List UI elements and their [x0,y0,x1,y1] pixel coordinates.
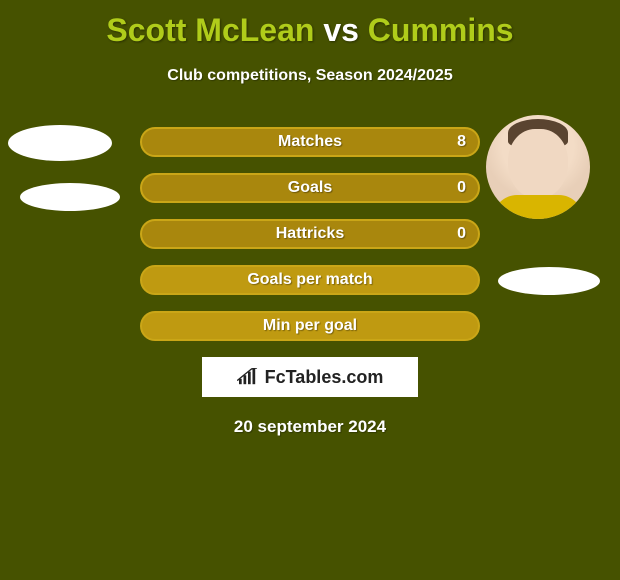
player2-avatar [486,115,590,219]
bar-hattricks-label: Hattricks [276,225,344,243]
bar-hattricks-right: 0 [457,225,466,243]
bar-goals: Goals 0 [140,173,480,203]
player1-name: Scott McLean [106,12,314,48]
avatar-face [508,129,568,199]
bar-mpg-label: Min per goal [263,317,357,335]
bar-goals-label: Goals [288,179,332,197]
avatar-body [493,195,583,219]
stat-bars: Matches 8 Goals 0 Hattricks 0 Goals per … [140,127,480,341]
logo-text: FcTables.com [265,367,384,388]
bar-gpm-label: Goals per match [247,271,372,289]
player1-ellipse-2 [20,183,120,211]
player2-name: Cummins [368,12,514,48]
date-label: 20 september 2024 [0,417,620,437]
bar-mpg: Min per goal [140,311,480,341]
comparison-title: Scott McLean vs Cummins [0,0,620,49]
bar-hattricks: Hattricks 0 [140,219,480,249]
bar-matches-right: 8 [457,133,466,151]
subtitle: Club competitions, Season 2024/2025 [0,67,620,85]
bar-goals-right: 0 [457,179,466,197]
comparison-area: Matches 8 Goals 0 Hattricks 0 Goals per … [0,127,620,437]
player1-ellipse-1 [8,125,112,161]
bar-gpm: Goals per match [140,265,480,295]
chart-icon [237,368,259,386]
player2-ellipse [498,267,600,295]
vs-text: vs [323,12,359,48]
bar-matches-label: Matches [278,133,342,151]
logo-box: FcTables.com [202,357,418,397]
bar-matches: Matches 8 [140,127,480,157]
